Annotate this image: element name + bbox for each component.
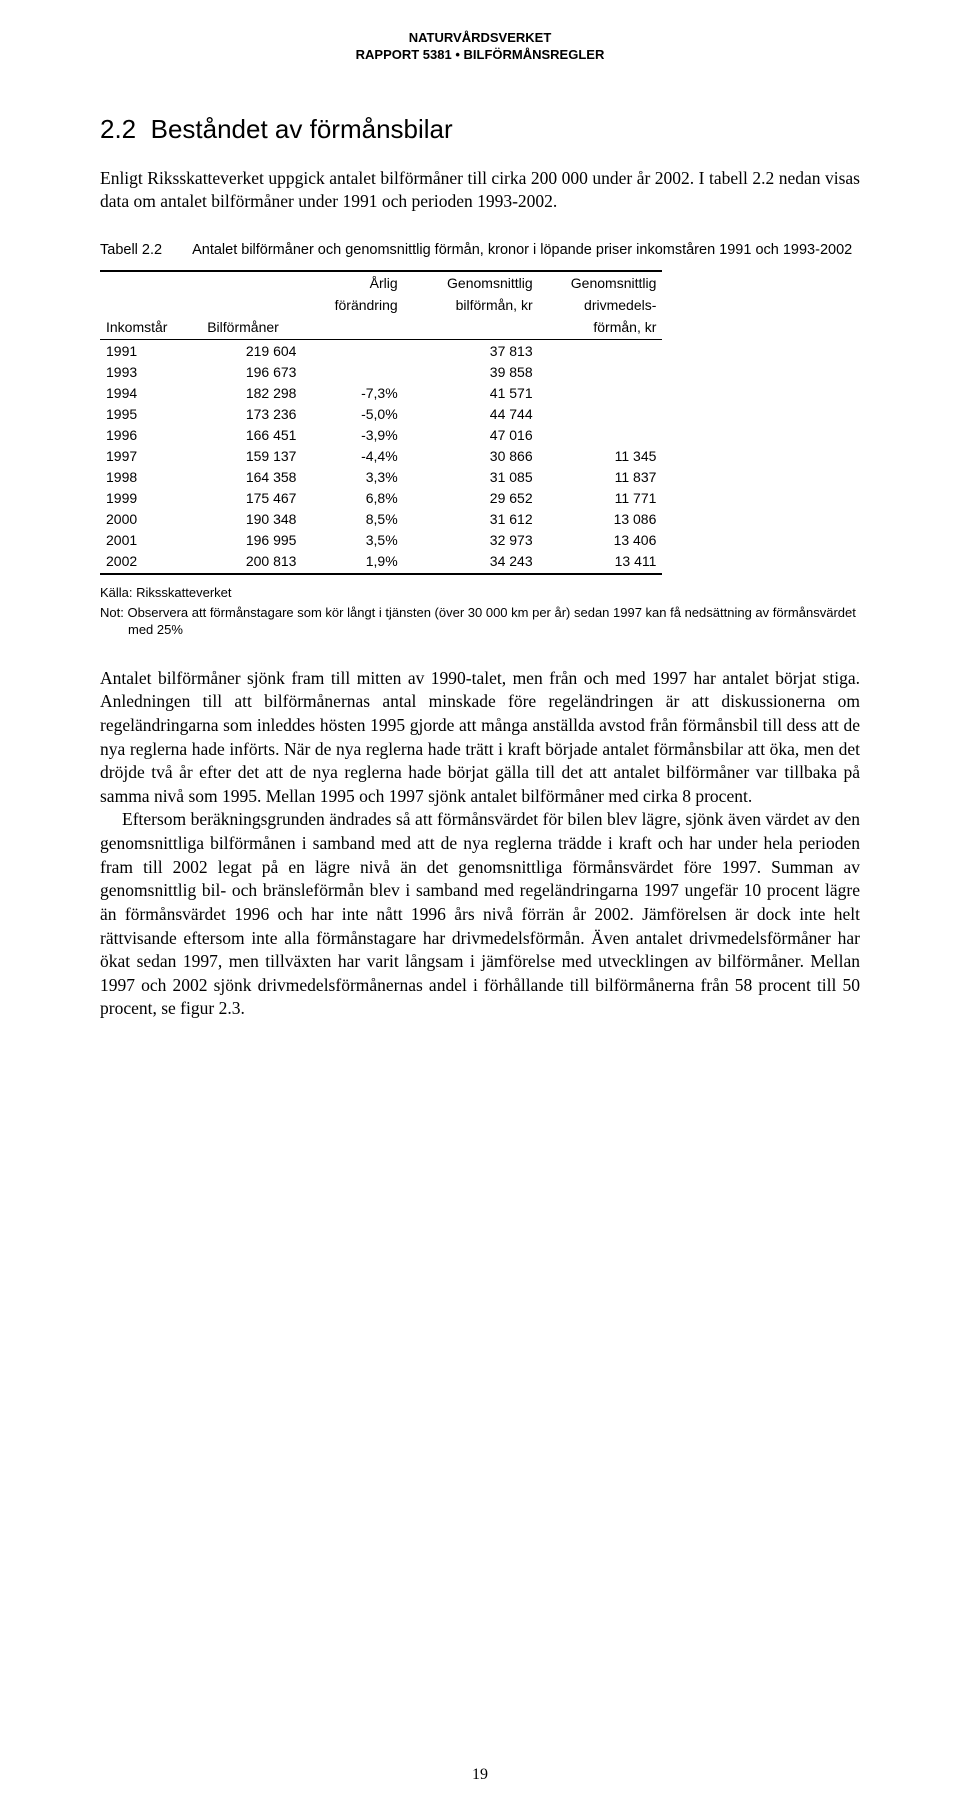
cell-year: 1995 [100,403,201,424]
cell-year: 2000 [100,508,201,529]
table-row: 1991219 604 37 813 [100,340,662,362]
intro-paragraph: Enligt Riksskatteverket uppgick antalet … [100,167,860,214]
cell-avg_car: 44 744 [404,403,539,424]
cell-year: 1993 [100,361,201,382]
cell-avg_car: 34 243 [404,550,539,574]
cell-avg_fuel [539,403,663,424]
cell-avg_car: 30 866 [404,445,539,466]
cell-avg_fuel: 13 411 [539,550,663,574]
cell-count: 164 358 [201,466,302,487]
cell-count: 219 604 [201,340,302,362]
cell-count: 200 813 [201,550,302,574]
table-row: 2001196 9953,5%32 97313 406 [100,529,662,550]
cell-change: 1,9% [302,550,403,574]
table-source: Källa: Riksskatteverket [100,585,860,600]
col-header-avgfuel-line3: förmån, kr [539,316,663,340]
cell-change: -4,4% [302,445,403,466]
col-header-count: Bilförmåner [201,316,302,340]
cell-change: -5,0% [302,403,403,424]
table-caption: Tabell 2.2 Antalet bilförmåner och genom… [100,242,860,258]
cell-avg_fuel: 11 837 [539,466,663,487]
cell-count: 173 236 [201,403,302,424]
cell-avg_car: 41 571 [404,382,539,403]
cell-year: 1997 [100,445,201,466]
cell-avg_fuel [539,424,663,445]
page: NATURVÅRDSVERKET RAPPORT 5381 • BILFÖRMÅ… [0,0,960,1808]
cell-year: 1998 [100,466,201,487]
cell-avg_car: 37 813 [404,340,539,362]
cell-change: 3,5% [302,529,403,550]
cell-avg_car: 47 016 [404,424,539,445]
col-header-avgfuel-line1: Genomsnittlig [539,271,663,294]
cell-avg_fuel [539,382,663,403]
cell-avg_fuel: 13 086 [539,508,663,529]
cell-count: 190 348 [201,508,302,529]
cell-avg_fuel [539,361,663,382]
cell-year: 2002 [100,550,201,574]
table-caption-label: Tabell 2.2 [100,242,162,258]
cell-avg_car: 31 612 [404,508,539,529]
table-row: 2002200 8131,9%34 24313 411 [100,550,662,574]
section-heading: 2.2 Beståndet av förmånsbilar [100,114,860,145]
cell-change: 6,8% [302,487,403,508]
col-header-avgcar-line2: bilförmån, kr [404,294,539,316]
cell-avg_car: 31 085 [404,466,539,487]
running-header: NATURVÅRDSVERKET RAPPORT 5381 • BILFÖRMÅ… [100,30,860,64]
table-row: 1994182 298-7,3%41 571 [100,382,662,403]
cell-year: 1996 [100,424,201,445]
col-header-change-line2: förändring [302,294,403,316]
body-paragraph-1: Antalet bilförmåner sjönk fram till mitt… [100,667,860,809]
body-paragraph-2: Eftersom beräkningsgrunden ändrades så a… [100,808,860,1021]
cell-avg_fuel [539,340,663,362]
cell-change: 8,5% [302,508,403,529]
page-number: 19 [0,1766,960,1784]
col-header-avgfuel-line2: drivmedels- [539,294,663,316]
cell-avg_fuel: 11 345 [539,445,663,466]
cell-change: -7,3% [302,382,403,403]
cell-count: 196 673 [201,361,302,382]
cell-avg_fuel: 13 406 [539,529,663,550]
table-note: Not: Observera att förmånstagare som kör… [100,604,860,639]
cell-year: 2001 [100,529,201,550]
table-row: 1996166 451-3,9%47 016 [100,424,662,445]
cell-change [302,340,403,362]
header-line-1: NATURVÅRDSVERKET [100,30,860,47]
col-header-avgcar-line1: Genomsnittlig [404,271,539,294]
col-header-change-line1: Årlig [302,271,403,294]
cell-count: 159 137 [201,445,302,466]
table-row: 1999175 4676,8%29 65211 771 [100,487,662,508]
cell-change [302,361,403,382]
cell-change: -3,9% [302,424,403,445]
cell-avg_fuel: 11 771 [539,487,663,508]
data-table: Årlig Genomsnittlig Genomsnittlig föränd… [100,270,662,575]
cell-count: 196 995 [201,529,302,550]
section-number: 2.2 [100,114,136,144]
cell-count: 175 467 [201,487,302,508]
cell-year: 1991 [100,340,201,362]
table-caption-text: Antalet bilförmåner och genomsnittlig fö… [192,242,860,258]
col-header-year: Inkomstår [100,316,201,340]
cell-avg_car: 32 973 [404,529,539,550]
cell-year: 1994 [100,382,201,403]
cell-change: 3,3% [302,466,403,487]
cell-year: 1999 [100,487,201,508]
header-line-2: RAPPORT 5381 • BILFÖRMÅNSREGLER [100,47,860,64]
cell-avg_car: 29 652 [404,487,539,508]
table-row: 1997159 137-4,4%30 86611 345 [100,445,662,466]
table-row: 1993196 673 39 858 [100,361,662,382]
table-row: 1995173 236-5,0%44 744 [100,403,662,424]
cell-count: 182 298 [201,382,302,403]
cell-avg_car: 39 858 [404,361,539,382]
table-row: 2000190 3488,5%31 61213 086 [100,508,662,529]
section-title: Beståndet av förmånsbilar [151,114,453,144]
table-row: 1998164 3583,3%31 08511 837 [100,466,662,487]
cell-count: 166 451 [201,424,302,445]
